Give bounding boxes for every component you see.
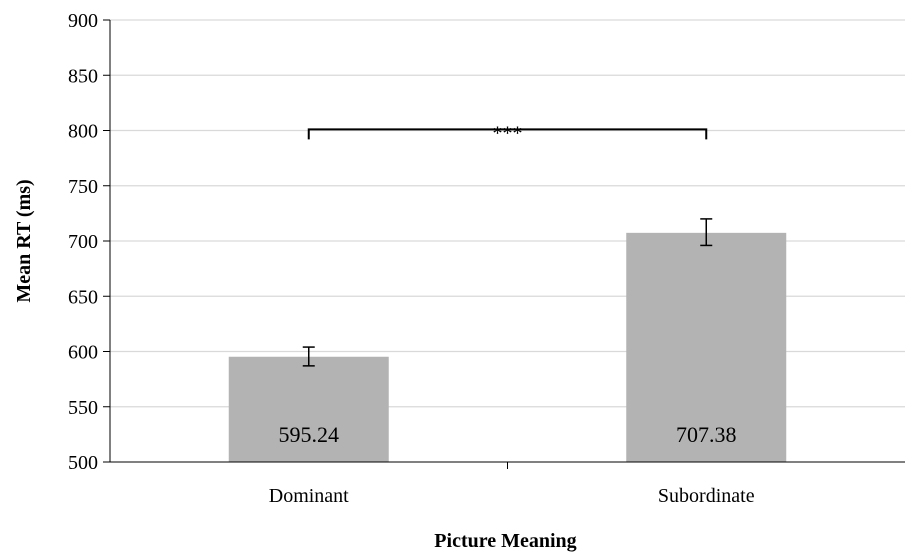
x-axis-title: Picture Meaning: [434, 530, 576, 552]
y-tick-label: 500: [68, 452, 98, 474]
y-tick-label: 650: [68, 286, 98, 308]
y-axis-title: Mean RT (ms): [13, 179, 35, 302]
axes: [103, 19, 905, 469]
error-bars: [302, 218, 713, 367]
y-tick-label: 900: [68, 10, 98, 32]
y-tick-labels: 500 550 600 650 700 750 800 850 900: [68, 10, 98, 474]
gridlines: [110, 19, 905, 408]
x-tick-label: Dominant: [269, 485, 349, 507]
data-labels: 595.24 707.38: [279, 422, 737, 447]
y-tick-label: 850: [68, 65, 98, 87]
x-tick-labels: Dominant Subordinate: [269, 485, 755, 507]
y-tick-label: 700: [68, 231, 98, 253]
bar: [626, 232, 787, 462]
data-label: 595.24: [279, 422, 340, 447]
bars: [228, 232, 787, 462]
significance-bracket-line: [307, 128, 708, 140]
significance-bracket: ***: [307, 122, 708, 144]
bar: [228, 356, 389, 462]
y-tick-label: 800: [68, 121, 98, 143]
data-label: 707.38: [676, 422, 737, 447]
y-tick-label: 750: [68, 176, 98, 198]
y-tick-label: 600: [68, 342, 98, 364]
significance-label: ***: [493, 122, 523, 144]
y-tick-label: 550: [68, 397, 98, 419]
x-tick-label: Subordinate: [658, 485, 755, 507]
